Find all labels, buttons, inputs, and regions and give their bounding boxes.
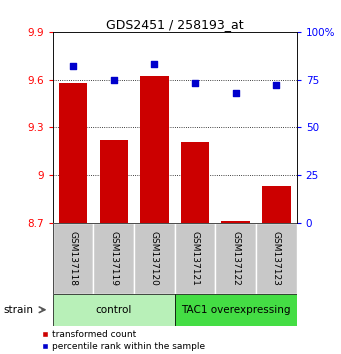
Text: GSM137118: GSM137118 [69, 231, 78, 286]
Bar [53, 294, 175, 326]
Bar [175, 294, 297, 326]
Bar [222, 221, 250, 223]
Bar [256, 223, 297, 294]
Point [233, 90, 238, 96]
Text: GSM137123: GSM137123 [272, 231, 281, 286]
Bar [216, 223, 256, 294]
Point [152, 62, 157, 67]
Bar [134, 223, 175, 294]
Bar [53, 223, 93, 294]
Text: strain: strain [3, 305, 33, 315]
Text: TAC1 overexpressing: TAC1 overexpressing [181, 305, 291, 315]
Legend: transformed count, percentile rank within the sample: transformed count, percentile rank withi… [40, 330, 205, 351]
Text: GSM137119: GSM137119 [109, 231, 118, 286]
Bar [100, 140, 128, 223]
Bar [140, 76, 169, 223]
Point [192, 81, 198, 86]
Bar [175, 223, 216, 294]
Text: GSM137120: GSM137120 [150, 231, 159, 286]
Bar [181, 142, 209, 223]
Text: control: control [95, 305, 132, 315]
Title: GDS2451 / 258193_at: GDS2451 / 258193_at [106, 18, 243, 31]
Bar [59, 83, 87, 223]
Point [273, 82, 279, 88]
Point [71, 63, 76, 69]
Bar [93, 223, 134, 294]
Text: GSM137122: GSM137122 [231, 231, 240, 286]
Bar [262, 186, 291, 223]
Point [111, 77, 117, 82]
Text: GSM137121: GSM137121 [191, 231, 199, 286]
